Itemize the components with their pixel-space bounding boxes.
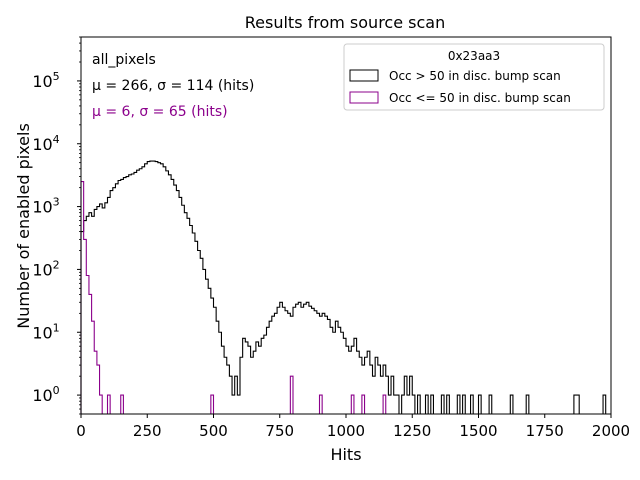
annotation-label: all_pixels — [92, 52, 156, 68]
x-tick-label: 1250 — [393, 422, 431, 440]
legend-swatch-black — [349, 69, 379, 82]
legend: 0x23aa3 Occ > 50 in disc. bump scan Occ … — [343, 43, 605, 111]
y-axis-ticks: 100 101 102 103 104 105 — [32, 36, 81, 415]
y-tick-label: 104 — [32, 133, 59, 154]
x-tick-label: 1750 — [526, 422, 564, 440]
x-tick-label: 1500 — [459, 422, 497, 440]
x-axis-ticks: 0 250 500 750 1000 1250 1500 1750 2000 — [76, 414, 630, 440]
legend-entry-black: Occ > 50 in disc. bump scan — [389, 69, 561, 83]
annotation-stats-black: μ = 266, σ = 114 (hits) — [92, 78, 254, 94]
y-tick-label: 105 — [32, 70, 59, 91]
chart-title: Results from source scan — [245, 13, 445, 32]
y-tick-label: 100 — [32, 384, 59, 405]
annotation-stats-purple: μ = 6, σ = 65 (hits) — [92, 104, 228, 120]
x-tick-label: 250 — [133, 422, 162, 440]
x-tick-label: 1000 — [327, 422, 365, 440]
x-axis-label: Hits — [330, 445, 361, 464]
x-tick-label: 500 — [199, 422, 228, 440]
legend-entry-purple: Occ <= 50 in disc. bump scan — [389, 91, 571, 105]
x-tick-label: 2000 — [592, 422, 630, 440]
y-tick-label: 103 — [32, 196, 59, 217]
x-tick-label: 750 — [265, 422, 294, 440]
y-tick-label: 101 — [32, 321, 59, 342]
y-axis-label: Number of enabled pixels — [14, 123, 33, 329]
legend-box — [343, 43, 605, 111]
histogram-series-1 — [80, 181, 389, 415]
legend-swatch-purple — [349, 91, 379, 104]
x-tick-label: 0 — [76, 422, 86, 440]
legend-title: 0x23aa3 — [448, 49, 500, 63]
y-tick-label: 102 — [32, 258, 59, 279]
